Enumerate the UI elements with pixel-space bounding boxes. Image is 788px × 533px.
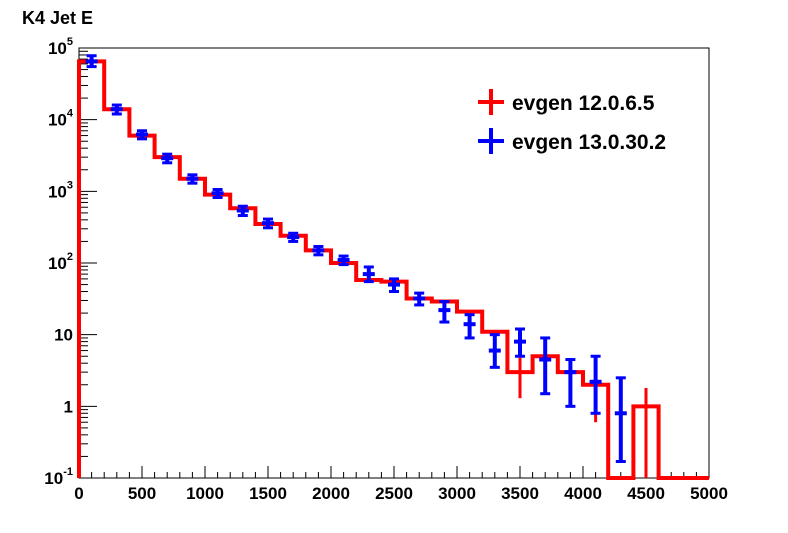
data-point bbox=[488, 333, 501, 369]
legend: evgen 12.0.6.5 evgen 13.0.30.2 bbox=[478, 89, 666, 154]
y-tick-base: 10 bbox=[48, 111, 67, 130]
legend-entry-evgen-13: evgen 13.0.30.2 bbox=[478, 128, 666, 154]
y-tick-label: 104 bbox=[48, 108, 74, 130]
y-tick-exponent: 5 bbox=[67, 36, 73, 48]
data-point bbox=[438, 300, 451, 324]
y-tick-base: 10 bbox=[48, 39, 67, 58]
y-tick-base: 10 bbox=[48, 254, 67, 273]
data-point bbox=[287, 231, 300, 243]
y-tick-base: 10 bbox=[48, 182, 67, 201]
y-tick-exponent: 4 bbox=[67, 108, 74, 120]
x-tick-label: 2000 bbox=[312, 484, 350, 503]
data-point bbox=[589, 354, 602, 415]
data-point bbox=[85, 54, 98, 69]
data-point bbox=[413, 291, 426, 307]
x-tick-label: 5000 bbox=[690, 484, 728, 503]
data-point bbox=[614, 376, 627, 463]
data-point bbox=[362, 265, 375, 284]
data-point bbox=[136, 129, 148, 141]
data-point bbox=[539, 336, 552, 396]
y-tick-base: 10 bbox=[54, 326, 73, 345]
y-tick-base: 10 bbox=[44, 469, 63, 488]
series-evgen-13 bbox=[85, 54, 627, 463]
legend-label-evgen-13: evgen 13.0.30.2 bbox=[512, 131, 666, 154]
x-tick-label: 2500 bbox=[375, 484, 413, 503]
y-tick-exponent: 2 bbox=[67, 251, 73, 263]
x-tick-label: 500 bbox=[128, 484, 156, 503]
x-tick-label: 3000 bbox=[438, 484, 476, 503]
legend-label-evgen-12: evgen 12.0.6.5 bbox=[512, 92, 655, 115]
y-tick-label: 10-1 bbox=[44, 466, 73, 488]
data-point bbox=[161, 152, 174, 165]
y-tick-label: 10 bbox=[54, 326, 73, 345]
x-tick-label: 4000 bbox=[564, 484, 602, 503]
data-point bbox=[211, 188, 224, 200]
y-tick-label: 102 bbox=[48, 251, 73, 273]
y-tick-base: 1 bbox=[64, 397, 73, 416]
x-tick-label: 4500 bbox=[627, 484, 665, 503]
y-tick-label: 1 bbox=[64, 397, 73, 416]
data-point bbox=[312, 244, 325, 257]
legend-entry-evgen-12: evgen 12.0.6.5 bbox=[478, 89, 655, 115]
x-axis: 0 500 1000 1500 2000 2500 3000 3500 4000 4500 5000 bbox=[74, 466, 728, 503]
data-point bbox=[564, 358, 577, 408]
data-point bbox=[514, 327, 526, 358]
data-point bbox=[110, 103, 123, 116]
x-tick-label: 3500 bbox=[501, 484, 539, 503]
data-point bbox=[236, 204, 249, 218]
chart-title: K4 Jet E bbox=[22, 8, 93, 28]
x-tick-label: 1000 bbox=[186, 484, 224, 503]
data-point bbox=[186, 173, 199, 185]
y-tick-exponent: -1 bbox=[63, 466, 73, 478]
x-tick-label: 1500 bbox=[249, 484, 287, 503]
x-tick-label: 0 bbox=[74, 484, 83, 503]
data-point bbox=[463, 313, 476, 340]
y-tick-exponent: 3 bbox=[67, 179, 73, 191]
plot-frame bbox=[78, 47, 710, 479]
data-point bbox=[388, 277, 400, 294]
y-tick-label: 103 bbox=[48, 179, 73, 201]
data-point bbox=[337, 254, 350, 267]
y-tick-label: 105 bbox=[48, 36, 73, 58]
histogram-line bbox=[77, 59, 709, 480]
data-point bbox=[262, 217, 274, 230]
